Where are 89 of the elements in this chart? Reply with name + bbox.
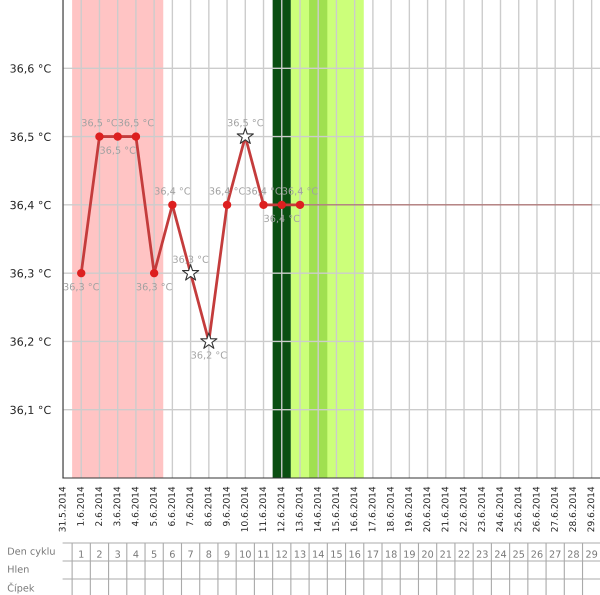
x-tick-label: 20.6.2014 [423, 486, 430, 532]
x2-tick-label: 16 [350, 550, 360, 558]
x2-tick-label: 2 [97, 550, 102, 558]
x2-tick-label: 28 [568, 550, 579, 558]
x-tick-label: 8.6.2014 [204, 486, 212, 526]
x-tick-label: 4.6.2014 [132, 486, 139, 526]
x2-tick-label: 19 [404, 550, 415, 558]
point [132, 132, 140, 141]
x2-tick-label: 3 [115, 550, 120, 558]
point [222, 200, 232, 210]
x-tick-label: 21.6.2014 [442, 486, 448, 532]
text: Hlen [8, 565, 29, 573]
x-tick-label: 25.6.2014 [514, 486, 522, 532]
x-tick-label: 1.6.2014 [77, 486, 84, 526]
x-tick-label: 7.6.2014 [186, 486, 194, 526]
x-tick-label: 9.6.2014 [222, 486, 230, 526]
x2-tick-label: 27 [550, 550, 561, 558]
x-tick-label: 28.6.2014 [569, 486, 576, 532]
x2-tick-label: 23 [476, 550, 488, 558]
x2-tick-label: 12 [276, 550, 287, 558]
x2-tick-label: 24 [495, 550, 506, 558]
x2-tick-label: 26 [531, 550, 543, 558]
x-tick-label: 10.6.2014 [241, 486, 248, 532]
x-tick-label: 14.6.2014 [314, 486, 321, 532]
x2-axis-title: Den cyklu [8, 547, 55, 557]
x-tick-label: 12.6.2014 [278, 486, 284, 532]
point [114, 132, 122, 141]
x2-tick-label: 25 [513, 550, 524, 558]
x2-tick-label: 5 [152, 550, 156, 558]
point [296, 200, 304, 210]
x2-tick-label: 17 [368, 550, 378, 558]
y-tick-label: 36,4 °C [10, 200, 51, 210]
data-label: 36,4 °C [154, 187, 190, 196]
x2-tick-label: 6 [170, 550, 175, 558]
point [182, 264, 200, 281]
point [236, 128, 254, 144]
y-tick-label: 36,3 °C [10, 269, 51, 279]
x2-tick-label: 9 [224, 550, 230, 558]
x2-tick-label: 4 [133, 550, 138, 558]
x-tick-label: 13.6.2014 [296, 486, 303, 532]
x2-tick-label: 1 [79, 550, 84, 558]
x-tick-label: 16.6.2014 [350, 486, 358, 532]
y-tick-label: 36,1 °C [10, 406, 51, 416]
data-label: 36,3 °C [136, 283, 172, 292]
x-tick-label: 18.6.2014 [386, 486, 394, 532]
point [259, 200, 268, 210]
y-tick-label: 36,5 °C [10, 132, 51, 142]
x2-tick-label: 10 [240, 550, 251, 558]
data-label: 36,3 °C [64, 283, 99, 292]
x-tick-label: 11.6.2014 [259, 486, 266, 532]
x2-tick-label: 18 [386, 550, 397, 558]
x-tick-label: 29.6.2014 [587, 486, 594, 532]
x2-tick-label: 7 [188, 550, 193, 558]
x2-tick-label: 11 [258, 550, 269, 558]
point [168, 200, 177, 210]
x-tick-label: 24.6.2014 [496, 486, 504, 532]
x-tick-label: 3.6.2014 [113, 486, 120, 526]
data-label: 36,5 °C [100, 146, 136, 155]
x-tick-label: 26.6.2014 [532, 486, 540, 532]
x-tick-label: 31.5.2014 [58, 486, 66, 532]
x-tick-label: 22.6.2014 [460, 486, 467, 532]
x-tick-label: 2.6.2014 [95, 486, 102, 526]
x-tick-label: 15.6.2014 [332, 486, 340, 532]
x-tick-label: 5.6.2014 [150, 486, 157, 526]
x-tick-label: 6.6.2014 [168, 486, 175, 526]
x2-tick-label: 14 [313, 550, 324, 558]
x-tick-label: 19.6.2014 [405, 486, 412, 532]
text: Čípek [8, 582, 34, 594]
point [77, 268, 86, 278]
data-label: 36,2 °C [191, 351, 226, 360]
x2-tick-label: 21 [440, 550, 452, 558]
data-label: 36,5 °C [228, 119, 263, 128]
x2-tick-label: 22 [458, 550, 470, 558]
point [200, 332, 218, 349]
data-label: 36,5 °C [118, 119, 154, 128]
point [95, 132, 104, 141]
point [150, 268, 158, 278]
point [278, 200, 286, 210]
y-tick-label: 36,2 °C [10, 337, 51, 347]
x-tick-label: 27.6.2014 [550, 486, 558, 532]
x2-tick-label: 15 [331, 550, 342, 558]
data-label: 36,5 °C [82, 119, 118, 128]
x2-tick-label: 13 [294, 550, 306, 558]
x-tick-label: 17.6.2014 [368, 486, 376, 532]
x2-tick-label: 29 [586, 550, 598, 558]
y-tick-label: 36,6 °C [10, 64, 51, 74]
x2-tick-label: 8 [206, 550, 212, 558]
x2-tick-label: 20 [422, 550, 434, 558]
x-tick-label: 23.6.2014 [478, 486, 485, 532]
